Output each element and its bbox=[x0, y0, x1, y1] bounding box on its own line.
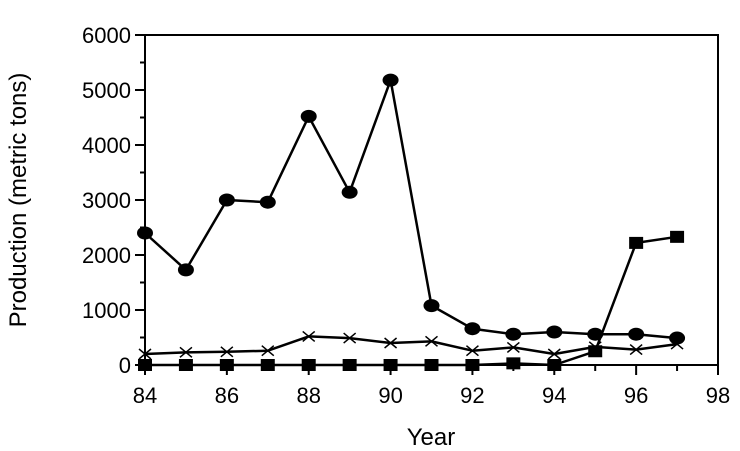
series-3-point bbox=[547, 348, 561, 360]
series-3-point bbox=[629, 344, 643, 356]
series-2-point bbox=[219, 359, 234, 371]
series-1-point bbox=[177, 263, 194, 277]
series-3-point bbox=[220, 346, 234, 358]
series-2-point bbox=[260, 359, 275, 371]
series-1-line bbox=[144, 78, 678, 340]
series-3-point bbox=[261, 345, 275, 357]
series-3-point bbox=[384, 337, 398, 349]
series-1-point bbox=[137, 226, 153, 240]
series-1-point bbox=[464, 322, 481, 336]
series-2-point bbox=[342, 359, 357, 371]
series-3-point bbox=[506, 341, 520, 353]
series-3-point bbox=[179, 346, 193, 358]
series-1-point bbox=[505, 327, 522, 341]
series-3-point bbox=[302, 330, 316, 342]
series-2-point bbox=[506, 357, 521, 370]
series-1-point bbox=[423, 299, 440, 313]
series-1-point bbox=[218, 193, 235, 207]
series-2-point bbox=[547, 359, 562, 371]
y-tick-label: 6000 bbox=[82, 23, 131, 48]
series-3-point bbox=[138, 348, 152, 360]
series-2-point bbox=[301, 359, 316, 371]
series-1-point bbox=[382, 73, 399, 87]
series-1-point bbox=[546, 325, 563, 339]
series-3-point bbox=[670, 338, 684, 350]
x-tick-label: 92 bbox=[460, 383, 484, 408]
series-3-point bbox=[425, 335, 438, 347]
x-axis-title: Year bbox=[407, 424, 456, 451]
x-tick-label: 98 bbox=[706, 383, 730, 408]
y-tick-label: 4000 bbox=[82, 133, 131, 158]
y-tick-label: 2000 bbox=[82, 243, 131, 268]
series-2-point bbox=[178, 359, 193, 371]
series-1-point bbox=[628, 327, 645, 341]
series-1-point bbox=[259, 195, 276, 209]
x-tick-label: 96 bbox=[624, 383, 648, 408]
series-3-point bbox=[343, 332, 357, 344]
series-1-point bbox=[341, 185, 358, 199]
series-2-point bbox=[629, 236, 644, 249]
y-tick-label: 3000 bbox=[82, 188, 131, 213]
y-tick-label: 0 bbox=[119, 353, 131, 378]
x-tick-label: 90 bbox=[378, 383, 402, 408]
series-3-line bbox=[144, 335, 678, 356]
y-axis-title: Production (metric tons) bbox=[5, 73, 32, 328]
series-3-point bbox=[465, 345, 479, 357]
series-2-point bbox=[138, 359, 152, 371]
series-2-point bbox=[424, 359, 439, 371]
y-tick-label: 1000 bbox=[82, 298, 131, 323]
series-2-point bbox=[670, 230, 685, 243]
x-tick-label: 86 bbox=[215, 383, 239, 408]
series-1-point bbox=[669, 331, 686, 345]
x-tick-label: 88 bbox=[296, 383, 320, 408]
tick-labels: 0 1000 2000 3000 4000 5000 6000 84 86 88 90 92 94 96 9… bbox=[82, 23, 730, 408]
series-3-point bbox=[588, 341, 602, 353]
series-2-point bbox=[383, 359, 398, 371]
x-tick-label: 94 bbox=[542, 383, 566, 408]
series-group bbox=[137, 73, 686, 371]
series-2-point bbox=[465, 359, 480, 371]
series-1-point bbox=[300, 109, 317, 123]
y-tick-label: 5000 bbox=[82, 78, 131, 103]
x-tick-label: 84 bbox=[133, 383, 157, 408]
